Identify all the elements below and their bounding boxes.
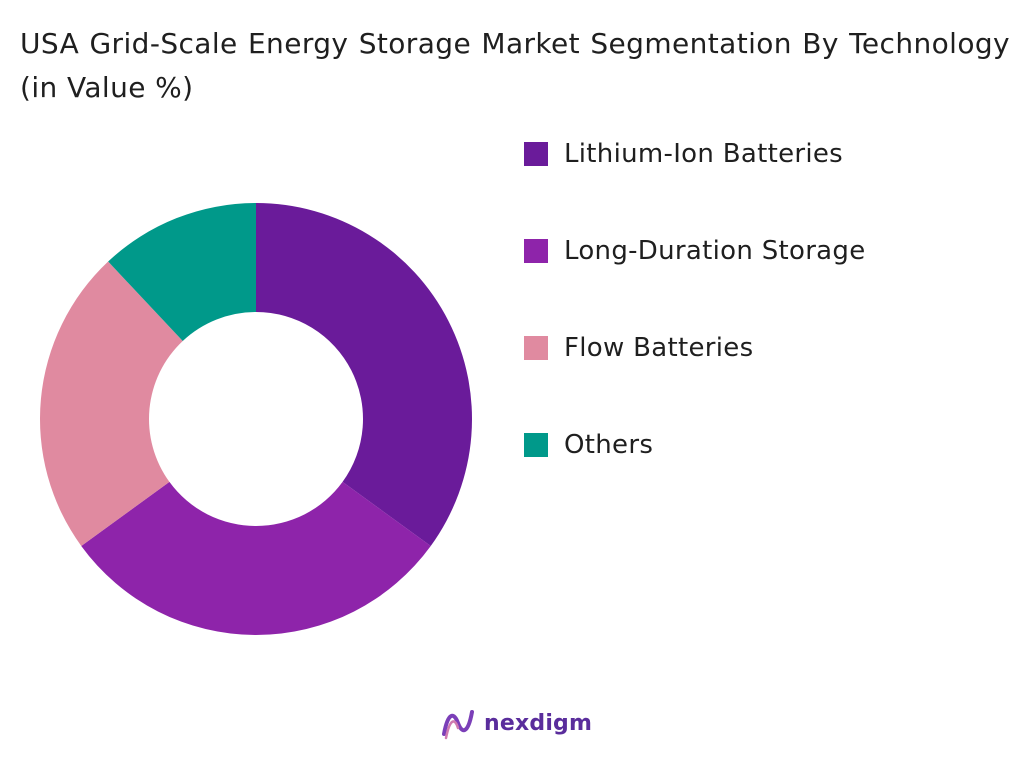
chart-title: USA Grid-Scale Energy Storage Market Seg… — [20, 27, 1010, 104]
donut-slice-lithium-ion-batteries — [256, 203, 473, 546]
brand-footer: nexdigm — [440, 704, 592, 742]
legend-swatch — [524, 239, 548, 263]
brand-name: nexdigm — [484, 710, 593, 736]
legend-item-flow-batteries: Flow Batteries — [524, 326, 866, 370]
legend-swatch — [524, 433, 548, 457]
donut-slice-others — [108, 203, 257, 342]
legend-item-lithium-ion: Lithium-Ion Batteries — [524, 132, 866, 176]
nexdigm-logo-icon — [442, 710, 474, 740]
legend-label: Long-Duration Storage — [564, 236, 866, 266]
legend-item-others: Others — [524, 423, 866, 467]
donut-slice-flow-batteries — [39, 261, 183, 546]
legend-label: Lithium-Ion Batteries — [564, 139, 844, 169]
donut-slice-long-duration-storage — [81, 481, 431, 635]
legend-swatch — [524, 142, 548, 166]
chart-legend: Lithium-Ion Batteries Long-Duration Stor… — [524, 132, 866, 520]
legend-label: Flow Batteries — [564, 333, 754, 363]
donut-chart — [39, 203, 473, 635]
legend-label: Others — [564, 430, 654, 460]
legend-item-long-duration: Long-Duration Storage — [524, 229, 866, 273]
legend-swatch — [524, 336, 548, 360]
